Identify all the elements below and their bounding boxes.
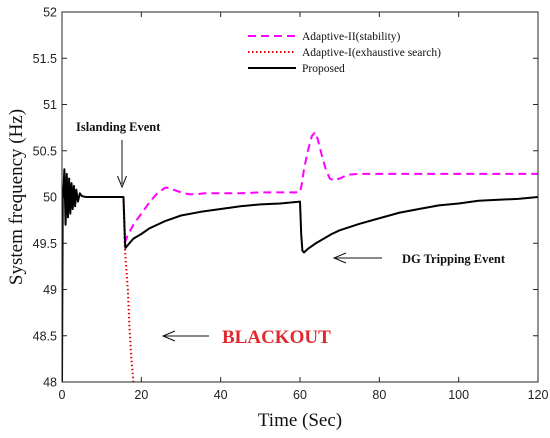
x-tick-label: 120	[528, 388, 549, 402]
y-tick-label: 50	[43, 191, 57, 205]
y-tick-label: 48.5	[33, 329, 57, 343]
plot-frame	[61, 11, 539, 383]
x-tick-label: 40	[214, 388, 228, 402]
x-tick-label: 0	[59, 388, 66, 402]
x-tick-label: 80	[372, 388, 386, 402]
x-tick-label: 20	[134, 388, 148, 402]
x-axis-title: Time (Sec)	[258, 410, 342, 431]
series-proposed-line	[62, 168, 538, 382]
y-tick-label: 51.5	[33, 52, 57, 66]
y-tick-label: 52	[43, 6, 57, 20]
y-tick-label: 48	[43, 376, 57, 390]
legend-label-adaptive2: Adaptive-II(stability)	[302, 31, 401, 43]
arrowhead-islanding	[117, 175, 127, 189]
legend-label-proposed: Proposed	[302, 63, 345, 75]
series-adaptive1-line	[122, 196, 135, 382]
annotation-islanding-event: Islanding Event	[76, 120, 161, 134]
annotation-blackout: BLACKOUT	[222, 327, 331, 348]
series-adaptive2-line	[123, 131, 538, 244]
annotations: Islanding Event DG Tripping Event BLACKO…	[76, 120, 506, 348]
legend: Adaptive-II(stability) Adaptive-I(exhaus…	[248, 31, 441, 75]
legend-label-adaptive1: Adaptive-I(exhaustive search)	[302, 47, 441, 59]
y-tick-label: 49.5	[33, 237, 57, 251]
y-tick-label: 49	[43, 283, 57, 297]
plot-area	[62, 12, 538, 382]
arrowhead-dg-tripping	[332, 252, 347, 264]
arrowhead-blackout	[161, 330, 176, 342]
y-tick-label: 51	[43, 98, 57, 112]
y-tick-label: 50.5	[33, 144, 57, 158]
x-tick-label: 100	[448, 388, 469, 402]
annotation-dg-tripping-event: DG Tripping Event	[402, 252, 506, 266]
y-axis-title: System frequency (Hz)	[6, 109, 27, 285]
x-tick-label: 60	[293, 388, 307, 402]
